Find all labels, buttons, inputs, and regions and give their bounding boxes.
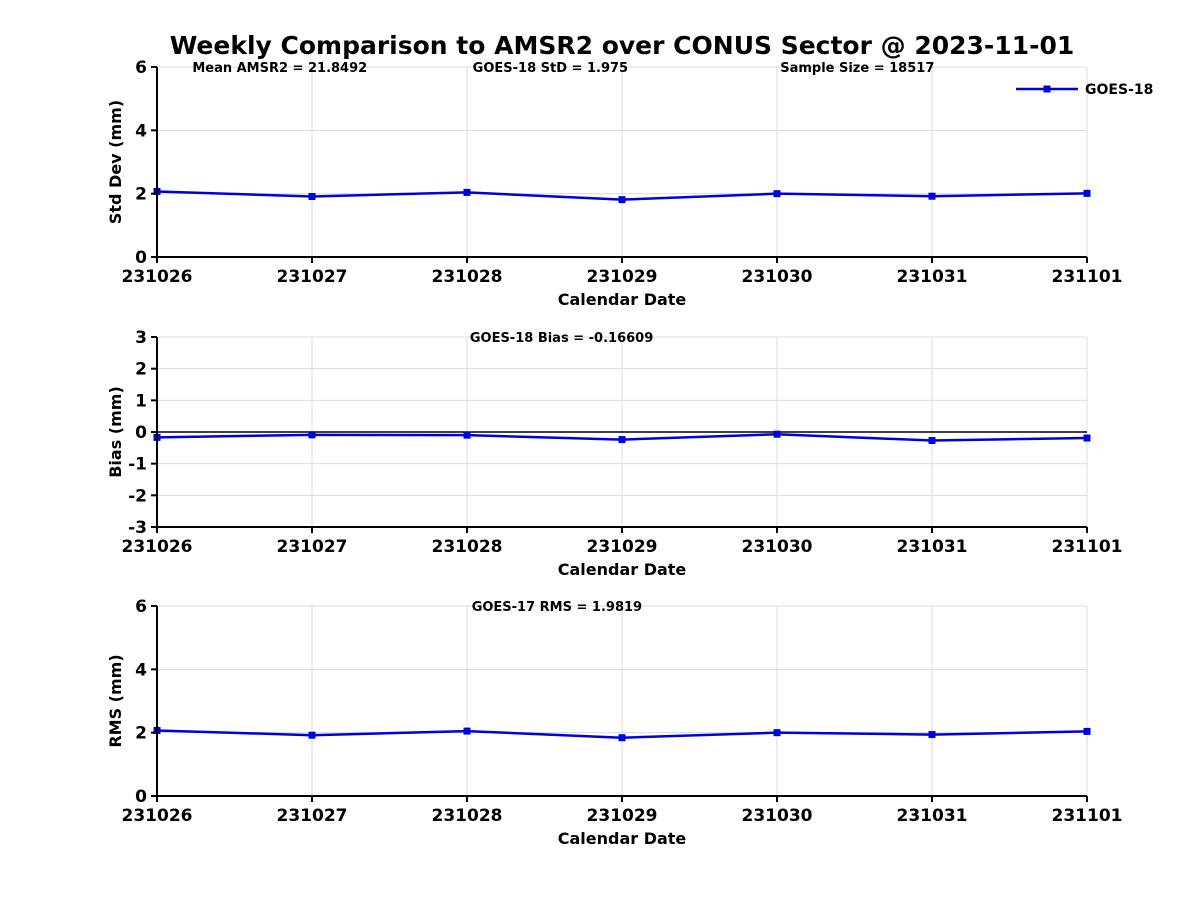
- data-point-marker: [463, 727, 471, 735]
- x-tick-label: 231101: [1052, 537, 1123, 557]
- annotation-text: GOES-18 Bias = -0.16609: [470, 331, 653, 346]
- y-tick-label: -1: [128, 455, 147, 475]
- y-axis-label: Std Dev (mm): [106, 100, 125, 224]
- x-tick-label: 231027: [277, 267, 348, 287]
- x-tick-label: 231026: [122, 806, 193, 826]
- y-axis-label: RMS (mm): [106, 654, 125, 747]
- x-tick-label: 231028: [432, 537, 503, 557]
- data-point-marker: [308, 731, 316, 739]
- y-tick-label: 4: [135, 660, 147, 680]
- x-tick-label: 231027: [277, 537, 348, 557]
- y-tick-label: 6: [135, 58, 147, 78]
- x-tick-label: 231026: [122, 537, 193, 557]
- annotation-text: Mean AMSR2 = 21.8492: [192, 61, 367, 76]
- y-tick-label: 6: [135, 597, 147, 617]
- x-tick-label: 231101: [1052, 267, 1123, 287]
- legend-label: GOES-18: [1085, 82, 1153, 98]
- data-point-marker: [308, 193, 316, 201]
- y-tick-label: -3: [128, 518, 147, 538]
- annotation-text: GOES-18 StD = 1.975: [473, 61, 628, 76]
- y-tick-label: 2: [135, 185, 147, 205]
- x-tick-label: 231031: [897, 267, 968, 287]
- data-point-marker: [1083, 434, 1091, 442]
- data-point-marker: [618, 436, 626, 444]
- x-tick-label: 231028: [432, 806, 503, 826]
- y-tick-label: 1: [135, 391, 147, 411]
- x-tick-label: 231030: [742, 267, 813, 287]
- y-tick-label: 3: [135, 328, 147, 348]
- data-point-marker: [308, 431, 316, 439]
- x-axis-label: Calendar Date: [558, 829, 687, 848]
- annotation-text: GOES-17 RMS = 1.9819: [472, 600, 642, 615]
- y-axis-label: Bias (mm): [106, 386, 125, 478]
- y-tick-label: 0: [135, 787, 147, 807]
- data-point-marker: [928, 437, 936, 445]
- data-point-marker: [1083, 189, 1091, 197]
- annotation-text: Sample Size = 18517: [780, 61, 934, 76]
- y-tick-label: 2: [135, 724, 147, 744]
- y-tick-label: -2: [128, 486, 147, 506]
- y-tick-label: 4: [135, 121, 147, 141]
- y-tick-label: 2: [135, 360, 147, 380]
- x-tick-label: 231027: [277, 806, 348, 826]
- x-tick-label: 231030: [742, 537, 813, 557]
- x-tick-label: 231028: [432, 267, 503, 287]
- data-point-marker: [773, 190, 781, 198]
- y-tick-label: 0: [135, 423, 147, 443]
- data-point-marker: [773, 430, 781, 438]
- data-point-marker: [463, 188, 471, 196]
- y-tick-label: 0: [135, 248, 147, 268]
- data-point-marker: [928, 731, 936, 739]
- data-point-marker: [773, 729, 781, 737]
- data-point-marker: [618, 734, 626, 742]
- x-axis-label: Calendar Date: [558, 560, 687, 579]
- x-axis-label: Calendar Date: [558, 290, 687, 309]
- data-point-marker: [928, 192, 936, 200]
- x-tick-label: 231026: [122, 267, 193, 287]
- legend-marker: [1043, 85, 1051, 93]
- figure-title: Weekly Comparison to AMSR2 over CONUS Se…: [169, 31, 1075, 60]
- x-tick-label: 231029: [587, 806, 658, 826]
- data-point-marker: [463, 431, 471, 439]
- x-tick-label: 231031: [897, 537, 968, 557]
- x-tick-label: 231031: [897, 806, 968, 826]
- x-tick-label: 231029: [587, 537, 658, 557]
- x-tick-label: 231029: [587, 267, 658, 287]
- data-point-marker: [1083, 727, 1091, 735]
- x-tick-label: 231030: [742, 806, 813, 826]
- x-tick-label: 231101: [1052, 806, 1123, 826]
- data-point-marker: [618, 196, 626, 204]
